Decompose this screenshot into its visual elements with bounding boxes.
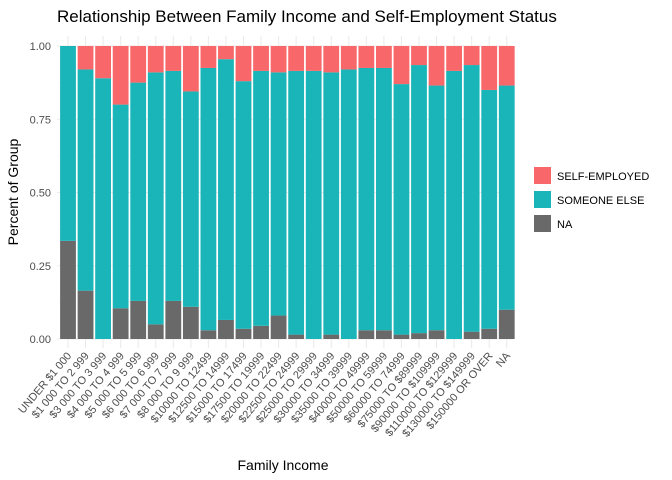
bar-segment [428,330,445,339]
bar-segment [270,46,287,73]
legend: SELF-EMPLOYED SOMEONE ELSE NA [534,167,649,232]
bar-segment [253,70,269,326]
bar-segment [253,46,269,71]
bar-segment [340,46,357,70]
bar-segment [147,72,164,325]
bar-segment [77,46,94,70]
bars [60,46,515,339]
bar-segment [340,69,357,339]
bar-segment [323,46,340,73]
bar-segment [218,59,234,320]
y-tick-label: 0.00 [30,334,51,346]
bar-segment [60,46,76,241]
bar-segment [428,85,445,331]
bar-segment [200,67,217,331]
bar-segment [393,334,410,339]
bar-segment [411,333,427,339]
bar-segment [200,46,217,68]
bar-segment [200,330,217,339]
bar-segment [481,328,498,339]
y-tick-label: 0.75 [30,114,51,126]
bar-segment [95,78,111,339]
bar-segment [376,330,392,339]
bar-segment [112,308,129,339]
bar-segment [235,46,252,82]
y-tick-label: 0.50 [30,188,51,200]
bar-segment [182,91,199,307]
bar-segment [498,85,515,310]
bar-segment [60,240,76,339]
bar-segment [428,46,445,86]
bar-segment [393,46,410,85]
bar-segment [165,70,182,301]
y-tick-label: 0.25 [30,261,51,273]
bar-segment [77,69,94,291]
bar-segment [288,70,305,335]
bar-segment [463,65,480,332]
bar-segment [218,46,234,60]
bar-segment [112,104,129,309]
bar-segment [323,72,340,335]
y-tick-label: 1.00 [30,41,51,53]
bar-segment [165,300,182,339]
x-axis-ticks: UNDER $1 000$1 000 TO 2 999$3 000 TO 3 9… [16,350,513,440]
legend-swatch [534,191,551,208]
bar-segment [165,46,182,71]
bar-segment [130,300,147,339]
chart-title: Relationship Between Family Income and S… [57,7,557,26]
legend-label: SELF-EMPLOYED [557,171,649,183]
bar-segment [446,46,462,71]
bar-segment [130,82,147,301]
bar-segment [112,46,129,105]
bar-segment [305,46,322,71]
bar-segment [182,306,199,339]
bar-segment [463,46,480,66]
bar-segment [270,315,287,339]
bar-segment [235,328,252,339]
x-axis-title: Family Income [237,457,328,473]
bar-segment [218,319,234,339]
y-axis-title: Percent of Group [5,138,21,245]
legend-swatch [534,167,551,184]
bar-segment [481,46,498,90]
bar-segment [130,46,147,83]
legend-label: NA [557,219,573,231]
legend-label: SOMEONE ELSE [557,195,644,207]
bar-segment [411,46,427,66]
bar-segment [411,65,427,334]
bar-segment [147,324,164,339]
bar-segment [358,46,375,68]
bar-segment [288,46,305,71]
x-tick-label: NA [494,350,513,370]
bar-segment [358,330,375,339]
bar-segment [288,334,305,339]
bar-segment [95,46,111,79]
bar-segment [358,67,375,331]
bar-segment [235,81,252,329]
y-axis-ticks: 0.00 0.25 0.50 0.75 1.00 [30,41,51,346]
bar-segment [323,334,340,339]
bar-segment [305,70,322,339]
bar-segment [481,89,498,329]
bar-segment [147,46,164,73]
bar-segment [446,70,462,339]
bar-segment [376,67,392,331]
bar-segment [498,309,515,339]
legend-swatch [534,215,551,232]
bar-segment [182,46,199,92]
bar-segment [376,46,392,68]
bar-segment [463,331,480,339]
bar-segment [498,46,515,86]
bar-segment [393,84,410,335]
bar-segment [253,325,269,339]
bar-segment [77,290,94,339]
bar-segment [270,72,287,316]
